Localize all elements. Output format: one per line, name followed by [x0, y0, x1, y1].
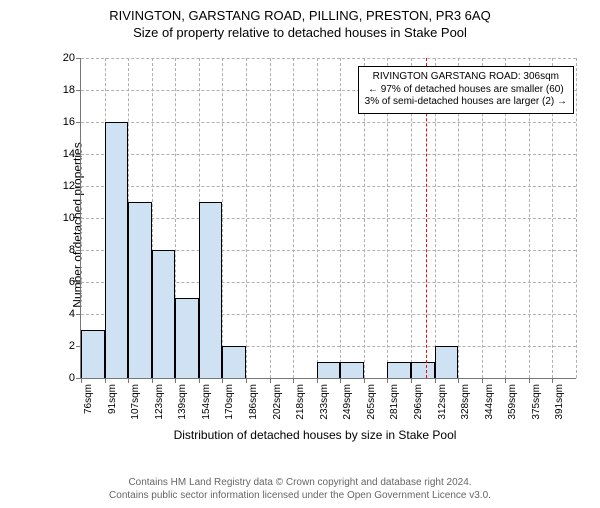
ytick-label: 18: [63, 84, 81, 96]
xtick-mark: [81, 378, 82, 383]
page-title-line2: Size of property relative to detached ho…: [0, 25, 600, 40]
histogram-bar: [105, 122, 129, 378]
gridline-v: [270, 58, 271, 378]
gridline-v: [293, 58, 294, 378]
xtick-mark: [529, 378, 530, 383]
xtick-label: 186sqm: [248, 384, 259, 420]
ytick-label: 16: [63, 116, 81, 128]
xtick-label: 391sqm: [554, 384, 565, 420]
xtick-mark: [293, 378, 294, 383]
histogram-bar: [411, 362, 435, 378]
plot-area: 0246810121416182076sqm91sqm107sqm123sqm1…: [80, 58, 576, 379]
gridline-v: [340, 58, 341, 378]
histogram-bar: [152, 250, 176, 378]
gridline-h: [81, 58, 576, 59]
xtick-mark: [458, 378, 459, 383]
xtick-mark: [199, 378, 200, 383]
xtick-mark: [387, 378, 388, 383]
xtick-mark: [128, 378, 129, 383]
xtick-label: 139sqm: [177, 384, 188, 420]
xtick-label: 344sqm: [484, 384, 495, 420]
ytick-label: 6: [69, 276, 81, 288]
ytick-label: 2: [69, 340, 81, 352]
histogram-bar: [81, 330, 105, 378]
ytick-label: 14: [63, 148, 81, 160]
xtick-mark: [175, 378, 176, 383]
callout-line1: RIVINGTON GARSTANG ROAD: 306sqm: [365, 71, 567, 84]
histogram-chart: Number of detached properties 0246810121…: [55, 58, 575, 408]
xtick-label: 170sqm: [224, 384, 235, 420]
xtick-label: 76sqm: [83, 384, 94, 414]
histogram-bar: [317, 362, 341, 378]
gridline-h: [81, 186, 576, 187]
histogram-bar: [128, 202, 152, 378]
ytick-label: 8: [69, 244, 81, 256]
xtick-label: 375sqm: [531, 384, 542, 420]
xtick-label: 91sqm: [107, 384, 118, 414]
xtick-label: 154sqm: [201, 384, 212, 420]
xtick-mark: [105, 378, 106, 383]
xtick-mark: [222, 378, 223, 383]
xtick-label: 123sqm: [154, 384, 165, 420]
gridline-h: [81, 122, 576, 123]
ytick-label: 0: [69, 372, 81, 384]
gridline-v: [246, 58, 247, 378]
xtick-label: 107sqm: [130, 384, 141, 420]
xtick-mark: [505, 378, 506, 383]
xtick-mark: [246, 378, 247, 383]
xtick-mark: [482, 378, 483, 383]
reference-callout: RIVINGTON GARSTANG ROAD: 306sqm ← 97% of…: [358, 66, 574, 114]
xtick-mark: [435, 378, 436, 383]
callout-line3: 3% of semi-detached houses are larger (2…: [365, 96, 567, 109]
xtick-mark: [270, 378, 271, 383]
xtick-mark: [364, 378, 365, 383]
page-title-line1: RIVINGTON, GARSTANG ROAD, PILLING, PREST…: [0, 8, 600, 23]
xtick-label: 218sqm: [295, 384, 306, 420]
gridline-v: [317, 58, 318, 378]
xtick-mark: [340, 378, 341, 383]
ytick-label: 20: [63, 52, 81, 64]
gridline-v: [222, 58, 223, 378]
xtick-label: 328sqm: [460, 384, 471, 420]
xtick-label: 265sqm: [366, 384, 377, 420]
gridline-h: [81, 154, 576, 155]
xtick-mark: [317, 378, 318, 383]
histogram-bar: [175, 298, 199, 378]
xtick-label: 202sqm: [272, 384, 283, 420]
histogram-bar: [435, 346, 459, 378]
callout-line2: ← 97% of detached houses are smaller (60…: [365, 84, 567, 97]
xtick-label: 233sqm: [319, 384, 330, 420]
gridline-h: [81, 218, 576, 219]
xtick-mark: [411, 378, 412, 383]
xtick-label: 296sqm: [413, 384, 424, 420]
histogram-bar: [199, 202, 223, 378]
xtick-label: 281sqm: [389, 384, 400, 420]
gridline-v: [576, 58, 577, 378]
histogram-bar: [340, 362, 364, 378]
footer-line1: Contains HM Land Registry data © Crown c…: [0, 477, 600, 490]
xtick-label: 312sqm: [437, 384, 448, 420]
footer-attribution: Contains HM Land Registry data © Crown c…: [0, 477, 600, 502]
xtick-label: 249sqm: [342, 384, 353, 420]
ytick-label: 12: [63, 180, 81, 192]
xtick-label: 359sqm: [507, 384, 518, 420]
ytick-label: 10: [63, 212, 81, 224]
histogram-bar: [222, 346, 246, 378]
xtick-mark: [552, 378, 553, 383]
ytick-label: 4: [69, 308, 81, 320]
x-axis-label: Distribution of detached houses by size …: [55, 428, 575, 442]
xtick-mark: [152, 378, 153, 383]
histogram-bar: [387, 362, 411, 378]
footer-line2: Contains public sector information licen…: [0, 490, 600, 503]
